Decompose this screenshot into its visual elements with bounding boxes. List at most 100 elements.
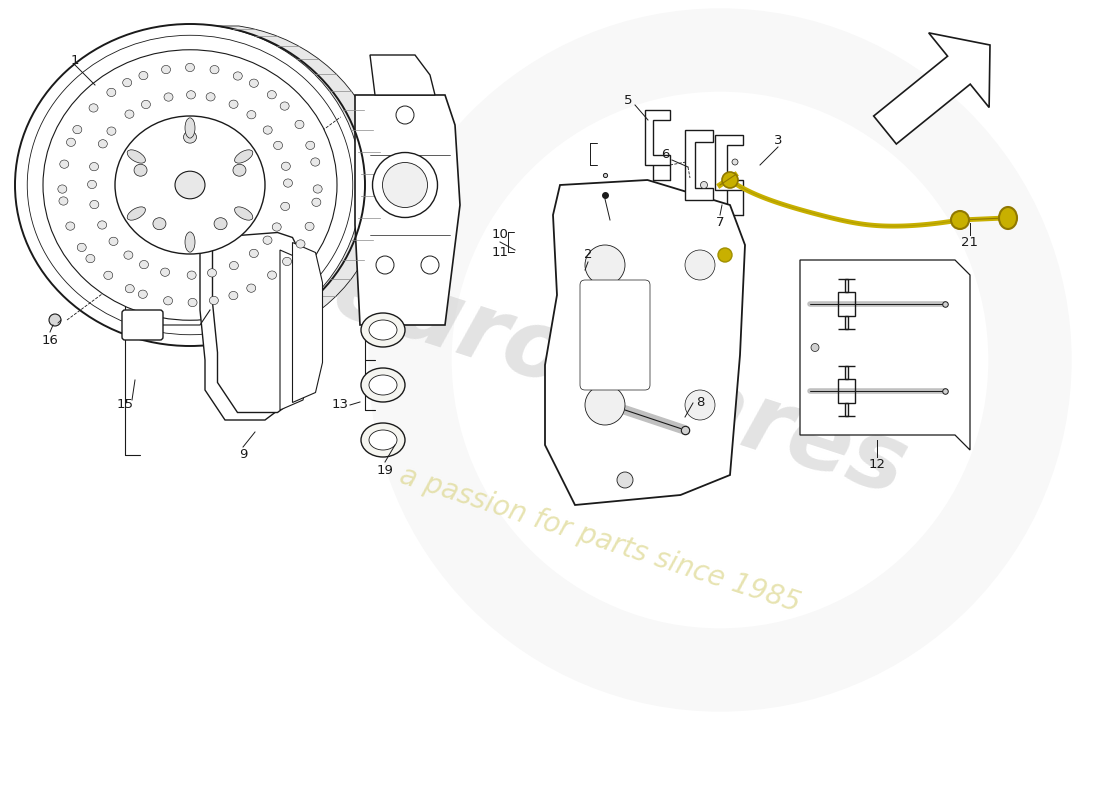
Text: 5: 5: [624, 94, 632, 106]
Ellipse shape: [368, 375, 397, 395]
Ellipse shape: [107, 127, 116, 135]
Ellipse shape: [153, 218, 166, 230]
Ellipse shape: [214, 218, 227, 230]
Ellipse shape: [140, 261, 148, 269]
Ellipse shape: [185, 232, 195, 252]
Ellipse shape: [128, 150, 145, 163]
Ellipse shape: [952, 211, 969, 229]
Ellipse shape: [66, 222, 75, 230]
Ellipse shape: [175, 171, 205, 198]
Ellipse shape: [209, 296, 219, 305]
Ellipse shape: [73, 126, 81, 134]
Ellipse shape: [116, 116, 265, 254]
Ellipse shape: [250, 250, 258, 258]
Ellipse shape: [305, 222, 315, 230]
Ellipse shape: [811, 343, 819, 351]
Ellipse shape: [234, 207, 253, 220]
Ellipse shape: [234, 150, 253, 163]
Polygon shape: [200, 240, 285, 420]
Ellipse shape: [283, 258, 292, 266]
Ellipse shape: [361, 368, 405, 402]
Ellipse shape: [162, 66, 170, 74]
Ellipse shape: [263, 126, 272, 134]
Ellipse shape: [139, 290, 147, 298]
Text: 6: 6: [661, 149, 669, 162]
Ellipse shape: [246, 110, 256, 119]
Ellipse shape: [999, 207, 1018, 229]
Ellipse shape: [732, 159, 738, 165]
Ellipse shape: [59, 197, 68, 205]
Ellipse shape: [128, 207, 145, 220]
Ellipse shape: [187, 90, 196, 99]
Ellipse shape: [164, 93, 173, 101]
Polygon shape: [873, 33, 990, 144]
Ellipse shape: [396, 106, 414, 124]
Text: 7: 7: [716, 215, 724, 229]
Ellipse shape: [233, 72, 242, 80]
Ellipse shape: [125, 285, 134, 293]
Text: 3: 3: [773, 134, 782, 146]
Ellipse shape: [161, 268, 169, 276]
Polygon shape: [800, 260, 970, 450]
Polygon shape: [544, 180, 745, 505]
Ellipse shape: [280, 202, 289, 210]
Polygon shape: [355, 95, 460, 325]
Ellipse shape: [280, 102, 289, 110]
Ellipse shape: [718, 248, 732, 262]
Ellipse shape: [187, 271, 196, 279]
Text: 16: 16: [42, 334, 58, 346]
Ellipse shape: [50, 314, 60, 326]
Text: 12: 12: [869, 458, 886, 470]
Polygon shape: [645, 110, 670, 165]
Text: a passion for parts since 1985: a passion for parts since 1985: [396, 462, 804, 618]
Ellipse shape: [88, 180, 97, 189]
Ellipse shape: [134, 164, 147, 176]
Ellipse shape: [312, 198, 321, 206]
Ellipse shape: [186, 63, 195, 72]
Ellipse shape: [267, 271, 276, 279]
Ellipse shape: [267, 90, 276, 99]
Text: 10: 10: [492, 229, 508, 242]
Ellipse shape: [685, 250, 715, 280]
FancyBboxPatch shape: [122, 310, 163, 340]
Ellipse shape: [43, 50, 337, 320]
Ellipse shape: [368, 430, 397, 450]
Ellipse shape: [98, 221, 107, 229]
Ellipse shape: [295, 120, 304, 129]
Ellipse shape: [89, 104, 98, 112]
Ellipse shape: [139, 71, 147, 80]
Ellipse shape: [368, 320, 397, 340]
Ellipse shape: [373, 153, 438, 218]
FancyBboxPatch shape: [580, 280, 650, 390]
Ellipse shape: [164, 297, 173, 305]
Ellipse shape: [109, 238, 118, 246]
Polygon shape: [217, 26, 384, 344]
Text: 15: 15: [117, 398, 133, 411]
Ellipse shape: [125, 110, 134, 118]
Ellipse shape: [123, 78, 132, 87]
Ellipse shape: [314, 185, 322, 193]
Ellipse shape: [272, 223, 282, 231]
Ellipse shape: [107, 88, 116, 97]
Ellipse shape: [230, 262, 239, 270]
Ellipse shape: [585, 385, 625, 425]
Ellipse shape: [77, 243, 86, 251]
Ellipse shape: [311, 158, 320, 166]
Ellipse shape: [617, 472, 632, 488]
Text: 2: 2: [584, 249, 592, 262]
Ellipse shape: [246, 284, 255, 292]
Text: 21: 21: [961, 235, 979, 249]
Ellipse shape: [184, 131, 197, 143]
Text: 19: 19: [376, 463, 394, 477]
Ellipse shape: [722, 172, 738, 188]
Ellipse shape: [296, 240, 305, 248]
Ellipse shape: [233, 164, 246, 176]
Text: 9: 9: [239, 449, 248, 462]
Ellipse shape: [306, 142, 315, 150]
Text: 8: 8: [696, 397, 704, 410]
Text: 13: 13: [331, 398, 349, 411]
Polygon shape: [280, 250, 310, 410]
Ellipse shape: [229, 100, 238, 108]
Ellipse shape: [274, 142, 283, 150]
Ellipse shape: [701, 182, 707, 189]
